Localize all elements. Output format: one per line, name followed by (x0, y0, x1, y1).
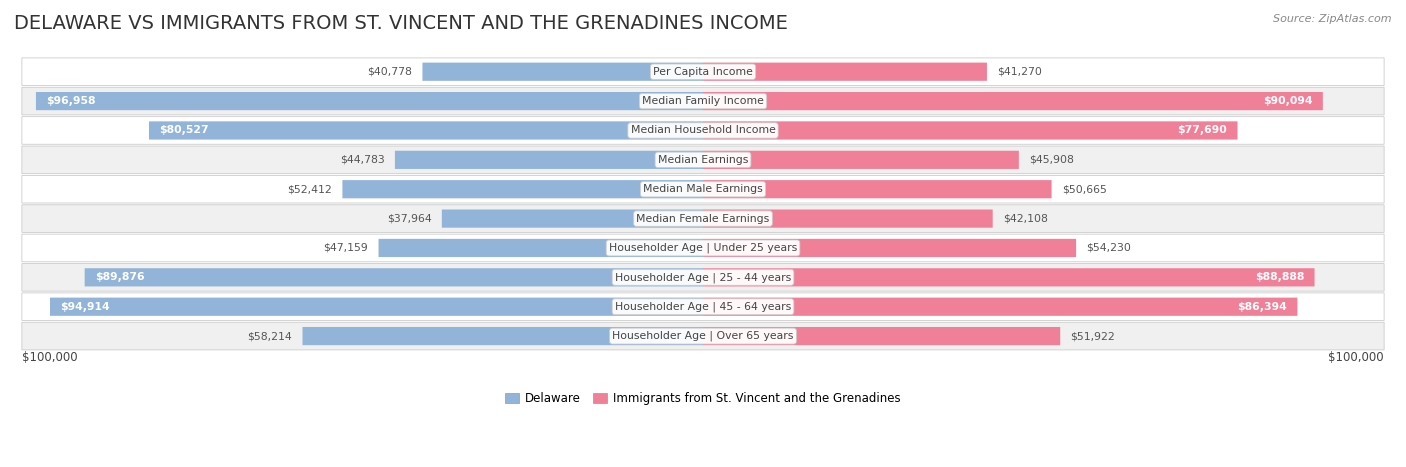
FancyBboxPatch shape (22, 234, 1384, 262)
FancyBboxPatch shape (703, 180, 1052, 198)
Text: Median Male Earnings: Median Male Earnings (643, 184, 763, 194)
Text: $47,159: $47,159 (323, 243, 368, 253)
Text: $51,922: $51,922 (1070, 331, 1115, 341)
FancyBboxPatch shape (22, 263, 1384, 291)
Text: DELAWARE VS IMMIGRANTS FROM ST. VINCENT AND THE GRENADINES INCOME: DELAWARE VS IMMIGRANTS FROM ST. VINCENT … (14, 14, 787, 33)
Text: Median Earnings: Median Earnings (658, 155, 748, 165)
FancyBboxPatch shape (703, 121, 1237, 140)
FancyBboxPatch shape (703, 63, 987, 81)
FancyBboxPatch shape (22, 58, 1384, 85)
Text: Householder Age | Over 65 years: Householder Age | Over 65 years (612, 331, 794, 341)
Text: $40,778: $40,778 (367, 67, 412, 77)
Text: Householder Age | 45 - 64 years: Householder Age | 45 - 64 years (614, 302, 792, 312)
FancyBboxPatch shape (22, 322, 1384, 350)
Text: $41,270: $41,270 (997, 67, 1042, 77)
FancyBboxPatch shape (37, 92, 703, 110)
FancyBboxPatch shape (703, 239, 1076, 257)
Legend: Delaware, Immigrants from St. Vincent and the Grenadines: Delaware, Immigrants from St. Vincent an… (501, 387, 905, 410)
Text: $100,000: $100,000 (1329, 351, 1384, 364)
Text: $86,394: $86,394 (1237, 302, 1286, 311)
FancyBboxPatch shape (343, 180, 703, 198)
Text: Source: ZipAtlas.com: Source: ZipAtlas.com (1274, 14, 1392, 24)
Text: $80,527: $80,527 (159, 126, 209, 135)
FancyBboxPatch shape (703, 151, 1019, 169)
Text: Householder Age | 25 - 44 years: Householder Age | 25 - 44 years (614, 272, 792, 283)
Text: $88,888: $88,888 (1254, 272, 1305, 283)
FancyBboxPatch shape (51, 297, 703, 316)
Text: $94,914: $94,914 (60, 302, 110, 311)
FancyBboxPatch shape (84, 268, 703, 286)
Text: $45,908: $45,908 (1029, 155, 1074, 165)
FancyBboxPatch shape (378, 239, 703, 257)
Text: $89,876: $89,876 (96, 272, 145, 283)
Text: Householder Age | Under 25 years: Householder Age | Under 25 years (609, 243, 797, 253)
FancyBboxPatch shape (22, 146, 1384, 174)
Text: $54,230: $54,230 (1087, 243, 1132, 253)
FancyBboxPatch shape (703, 92, 1323, 110)
FancyBboxPatch shape (22, 293, 1384, 320)
Text: Median Family Income: Median Family Income (643, 96, 763, 106)
Text: $52,412: $52,412 (287, 184, 332, 194)
FancyBboxPatch shape (395, 151, 703, 169)
Text: $96,958: $96,958 (46, 96, 96, 106)
FancyBboxPatch shape (22, 117, 1384, 144)
FancyBboxPatch shape (22, 87, 1384, 115)
Text: $50,665: $50,665 (1062, 184, 1107, 194)
Text: Median Female Earnings: Median Female Earnings (637, 213, 769, 224)
Text: $58,214: $58,214 (247, 331, 292, 341)
FancyBboxPatch shape (22, 205, 1384, 233)
Text: $90,094: $90,094 (1263, 96, 1313, 106)
FancyBboxPatch shape (302, 327, 703, 345)
FancyBboxPatch shape (422, 63, 703, 81)
FancyBboxPatch shape (22, 176, 1384, 203)
Text: $44,783: $44,783 (340, 155, 385, 165)
FancyBboxPatch shape (703, 210, 993, 228)
Text: $37,964: $37,964 (387, 213, 432, 224)
Text: $77,690: $77,690 (1177, 126, 1227, 135)
Text: $100,000: $100,000 (22, 351, 77, 364)
Text: $42,108: $42,108 (1002, 213, 1047, 224)
FancyBboxPatch shape (149, 121, 703, 140)
Text: Per Capita Income: Per Capita Income (652, 67, 754, 77)
FancyBboxPatch shape (703, 327, 1060, 345)
Text: Median Household Income: Median Household Income (630, 126, 776, 135)
FancyBboxPatch shape (441, 210, 703, 228)
FancyBboxPatch shape (703, 297, 1298, 316)
FancyBboxPatch shape (703, 268, 1315, 286)
